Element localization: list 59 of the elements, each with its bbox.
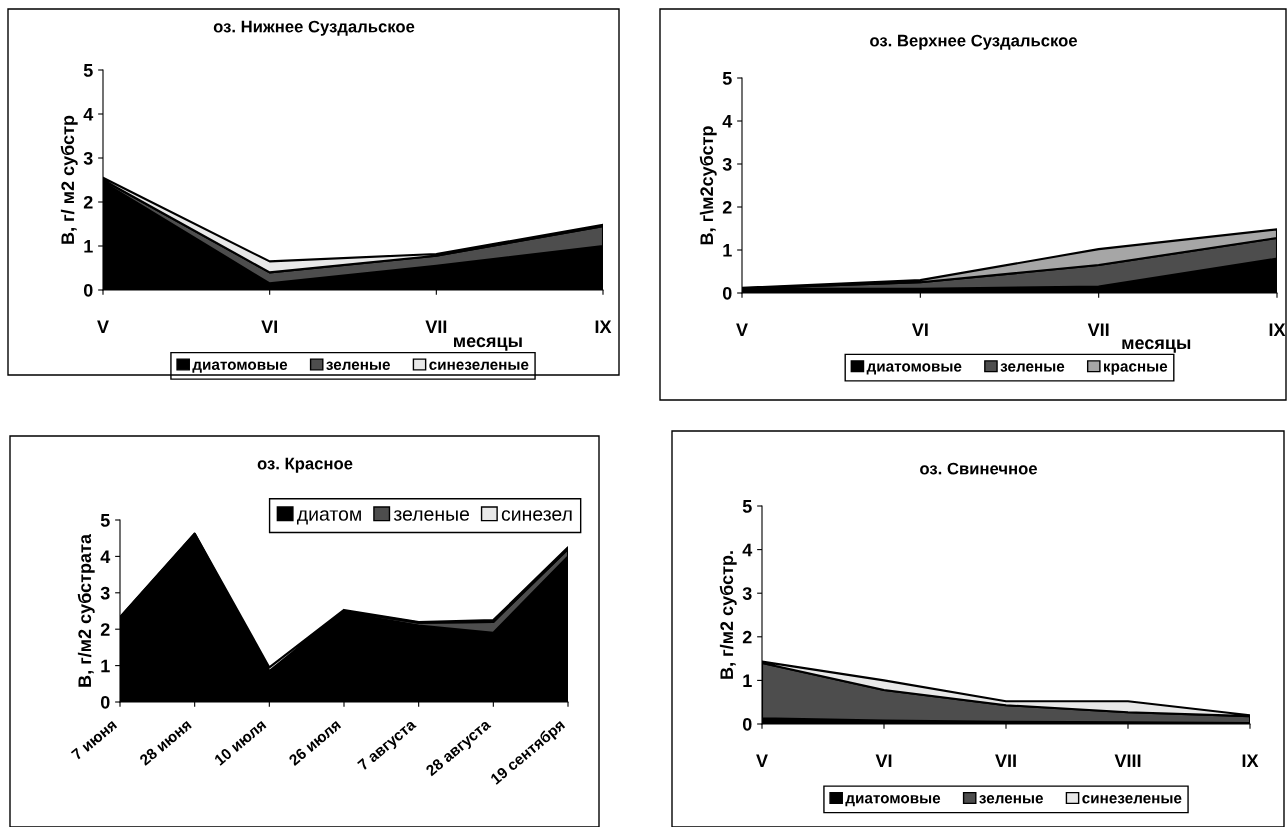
y-tick-label: 4 (742, 543, 753, 557)
y-tick-label: 2 (722, 200, 732, 214)
legend-label: диатомовые (845, 795, 941, 807)
y-tick-label: 5 (100, 514, 110, 527)
x-tick-label: V (736, 323, 748, 336)
y-tick-label: 0 (83, 283, 93, 297)
y-tick-label: 1 (743, 674, 752, 687)
x-tick-label: VI (911, 323, 928, 336)
x-tick-label: VI (261, 320, 277, 333)
y-tick-label: 5 (722, 72, 732, 85)
legend-label: синезел (501, 510, 572, 521)
x-tick-label: VI (875, 754, 892, 767)
y-tick-label: 0 (722, 286, 732, 300)
x-tick-label: IX (1242, 754, 1259, 767)
x-tick-label: VII (1087, 323, 1109, 336)
y-tick-label: 3 (742, 587, 752, 600)
y-axis-title: В, г/м2 субстр. (719, 551, 737, 679)
x-axis-title: месяцы (454, 337, 522, 351)
y-tick-label: 5 (83, 64, 93, 77)
x-tick-label: VII (995, 754, 1016, 767)
y-axis-title: В, г/м2 субстрата (77, 533, 95, 687)
y-tick-label: 3 (722, 157, 732, 171)
legend-label: красные (1104, 363, 1168, 375)
legend-label: диатом (296, 510, 361, 525)
chart-title: оз. Нижнее Суздальское (213, 20, 415, 36)
y-tick-label: 4 (722, 115, 733, 128)
y-tick-label: 1 (101, 659, 110, 673)
y-tick-label: 3 (100, 586, 110, 600)
y-tick-label: 2 (83, 195, 93, 209)
legend-label: зеленые (979, 795, 1043, 804)
chart-title: оз. Красное (257, 457, 353, 473)
x-axis-title: месяцы (1122, 339, 1191, 353)
y-tick-label: 5 (742, 500, 752, 513)
y-tick-label: 3 (83, 151, 93, 165)
legend-label: зеленые (1000, 363, 1065, 372)
x-tick-label: VII (425, 320, 447, 333)
chart-title: оз. Верхнее Суздальское (870, 34, 1077, 50)
y-tick-label: 1 (723, 244, 732, 257)
y-tick-label: 0 (100, 695, 110, 709)
x-tick-label: IX (595, 320, 612, 333)
legend-label: синезеленые (1082, 795, 1182, 804)
x-tick-label: V (97, 320, 109, 333)
y-tick-label: 0 (742, 717, 752, 731)
legend-label: диатомовые (866, 363, 962, 375)
y-tick-label: 1 (84, 240, 93, 253)
y-tick-label: 2 (742, 630, 752, 644)
y-tick-label: 4 (100, 550, 111, 563)
y-axis-title: В, г/ м2 субстр (60, 115, 78, 244)
x-tick-label: VIII (1114, 754, 1141, 767)
y-tick-label: 4 (83, 108, 94, 121)
x-tick-label: IX (1269, 323, 1286, 336)
legend-label: зеленые (393, 510, 470, 521)
legend-label: зеленые (326, 361, 390, 370)
chart-title: оз. Свинечное (920, 462, 1037, 475)
x-tick-label: V (756, 754, 768, 767)
y-axis-title: В, г\м2субстр (699, 126, 717, 245)
y-tick-label: 2 (100, 623, 110, 636)
legend-label: синезеленые (429, 361, 529, 370)
legend-label: диатомовые (192, 361, 288, 373)
